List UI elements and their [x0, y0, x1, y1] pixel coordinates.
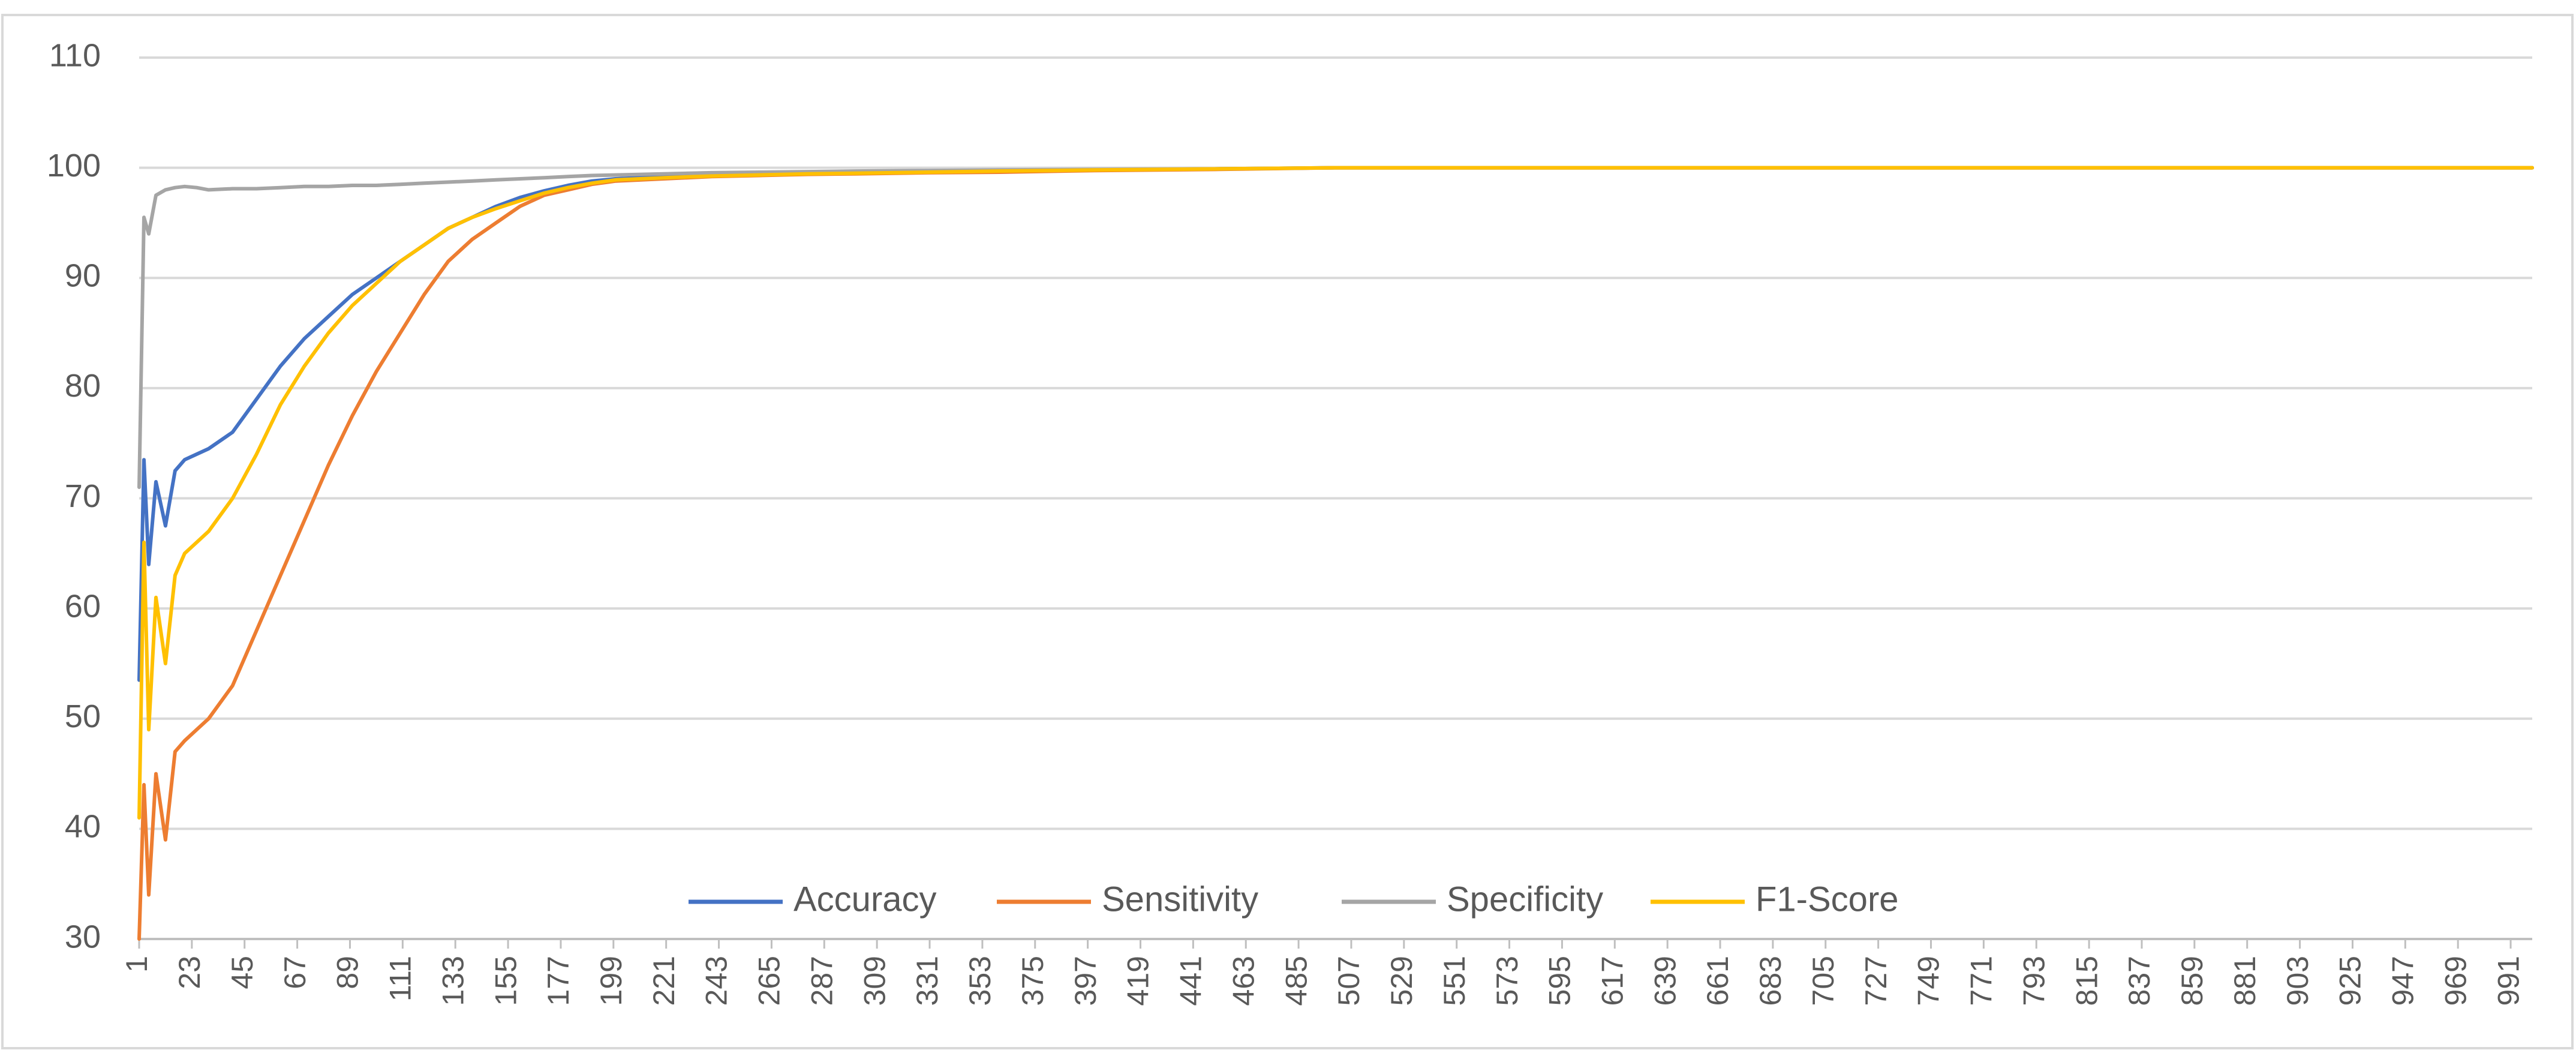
x-tick-label: 771 — [1965, 956, 1998, 1006]
series-line-f1-score — [137, 166, 2534, 820]
x-tick-label: 199 — [594, 956, 628, 1006]
x-tick-label: 23 — [173, 956, 206, 989]
x-tick-label: 331 — [910, 956, 944, 1006]
x-tick-label: 287 — [805, 956, 838, 1006]
x-tick-label: 441 — [1174, 956, 1208, 1006]
x-tick-label: 925 — [2334, 956, 2367, 1006]
x-tick-label: 639 — [1648, 956, 1682, 1006]
x-tick-label: 353 — [963, 956, 997, 1006]
legend: Accuracy Sensitivity Specificity F1-Score — [689, 880, 1899, 919]
x-tick-label: 265 — [753, 956, 786, 1006]
x-tick-label: 155 — [489, 956, 522, 1006]
series-lines — [137, 166, 2534, 941]
x-tick-label: 595 — [1543, 956, 1577, 1006]
legend-label-specificity: Specificity — [1447, 880, 1603, 919]
x-tick-label: 837 — [2123, 956, 2156, 1006]
x-tick-label: 551 — [1438, 956, 1471, 1006]
chart-border — [1, 14, 2574, 1049]
x-tick-label: 661 — [1701, 956, 1735, 1006]
x-tick-label: 375 — [1016, 956, 1050, 1006]
axes: 30 40 50 60 70 80 90 100 110 1 23 45 67 89 111 133 155 17… — [47, 37, 2532, 1006]
y-tick-label: 40 — [65, 809, 101, 845]
x-tick-label: 705 — [1806, 956, 1840, 1006]
x-tick-label: 617 — [1596, 956, 1630, 1006]
y-tick-label: 30 — [65, 919, 101, 955]
x-tick-label: 89 — [331, 956, 365, 989]
y-tick-label: 80 — [65, 368, 101, 404]
x-tick-label: 463 — [1227, 956, 1260, 1006]
legend-label-sensitivity: Sensitivity — [1102, 880, 1258, 919]
y-tick-label: 60 — [65, 588, 101, 624]
x-tick-label: 397 — [1069, 956, 1102, 1006]
y-tick-label: 50 — [65, 698, 101, 734]
x-tick-label: 793 — [2017, 956, 2051, 1006]
x-tick-label: 485 — [1279, 956, 1313, 1006]
x-tick-label: 507 — [1332, 956, 1366, 1006]
x-tick-label: 419 — [1122, 956, 1155, 1006]
y-tick-label: 110 — [49, 37, 101, 73]
x-tick-label: 727 — [1859, 956, 1893, 1006]
x-tick-label: 573 — [1490, 956, 1524, 1006]
x-tick-label: 1 — [120, 956, 154, 973]
x-tick-label: 859 — [2175, 956, 2209, 1006]
x-tick-label: 903 — [2281, 956, 2315, 1006]
x-tick-label: 947 — [2386, 956, 2420, 1006]
x-tick-label: 749 — [1912, 956, 1946, 1006]
x-tick-label: 815 — [2070, 956, 2103, 1006]
x-tick-label: 881 — [2228, 956, 2262, 1006]
y-tick-label: 100 — [47, 148, 101, 184]
y-tick-label: 70 — [65, 478, 101, 514]
x-tick-label: 133 — [436, 956, 470, 1006]
x-tick-label: 969 — [2439, 956, 2472, 1006]
x-tick-label: 111 — [384, 956, 417, 1001]
x-tick-label: 243 — [700, 956, 734, 1006]
x-tick-label: 177 — [542, 956, 575, 1006]
x-tick-label: 529 — [1385, 956, 1418, 1006]
y-tick-label: 90 — [65, 258, 101, 294]
x-tick-label: 309 — [858, 956, 891, 1006]
x-tick-label: 45 — [226, 956, 259, 989]
x-tick-label: 683 — [1754, 956, 1787, 1006]
x-tick-label: 67 — [278, 956, 312, 989]
x-tick-label: 221 — [647, 956, 681, 1006]
x-tick-label: 991 — [2491, 956, 2525, 1006]
legend-label-accuracy: Accuracy — [793, 880, 937, 919]
legend-label-f1-score: F1-Score — [1756, 880, 1899, 919]
